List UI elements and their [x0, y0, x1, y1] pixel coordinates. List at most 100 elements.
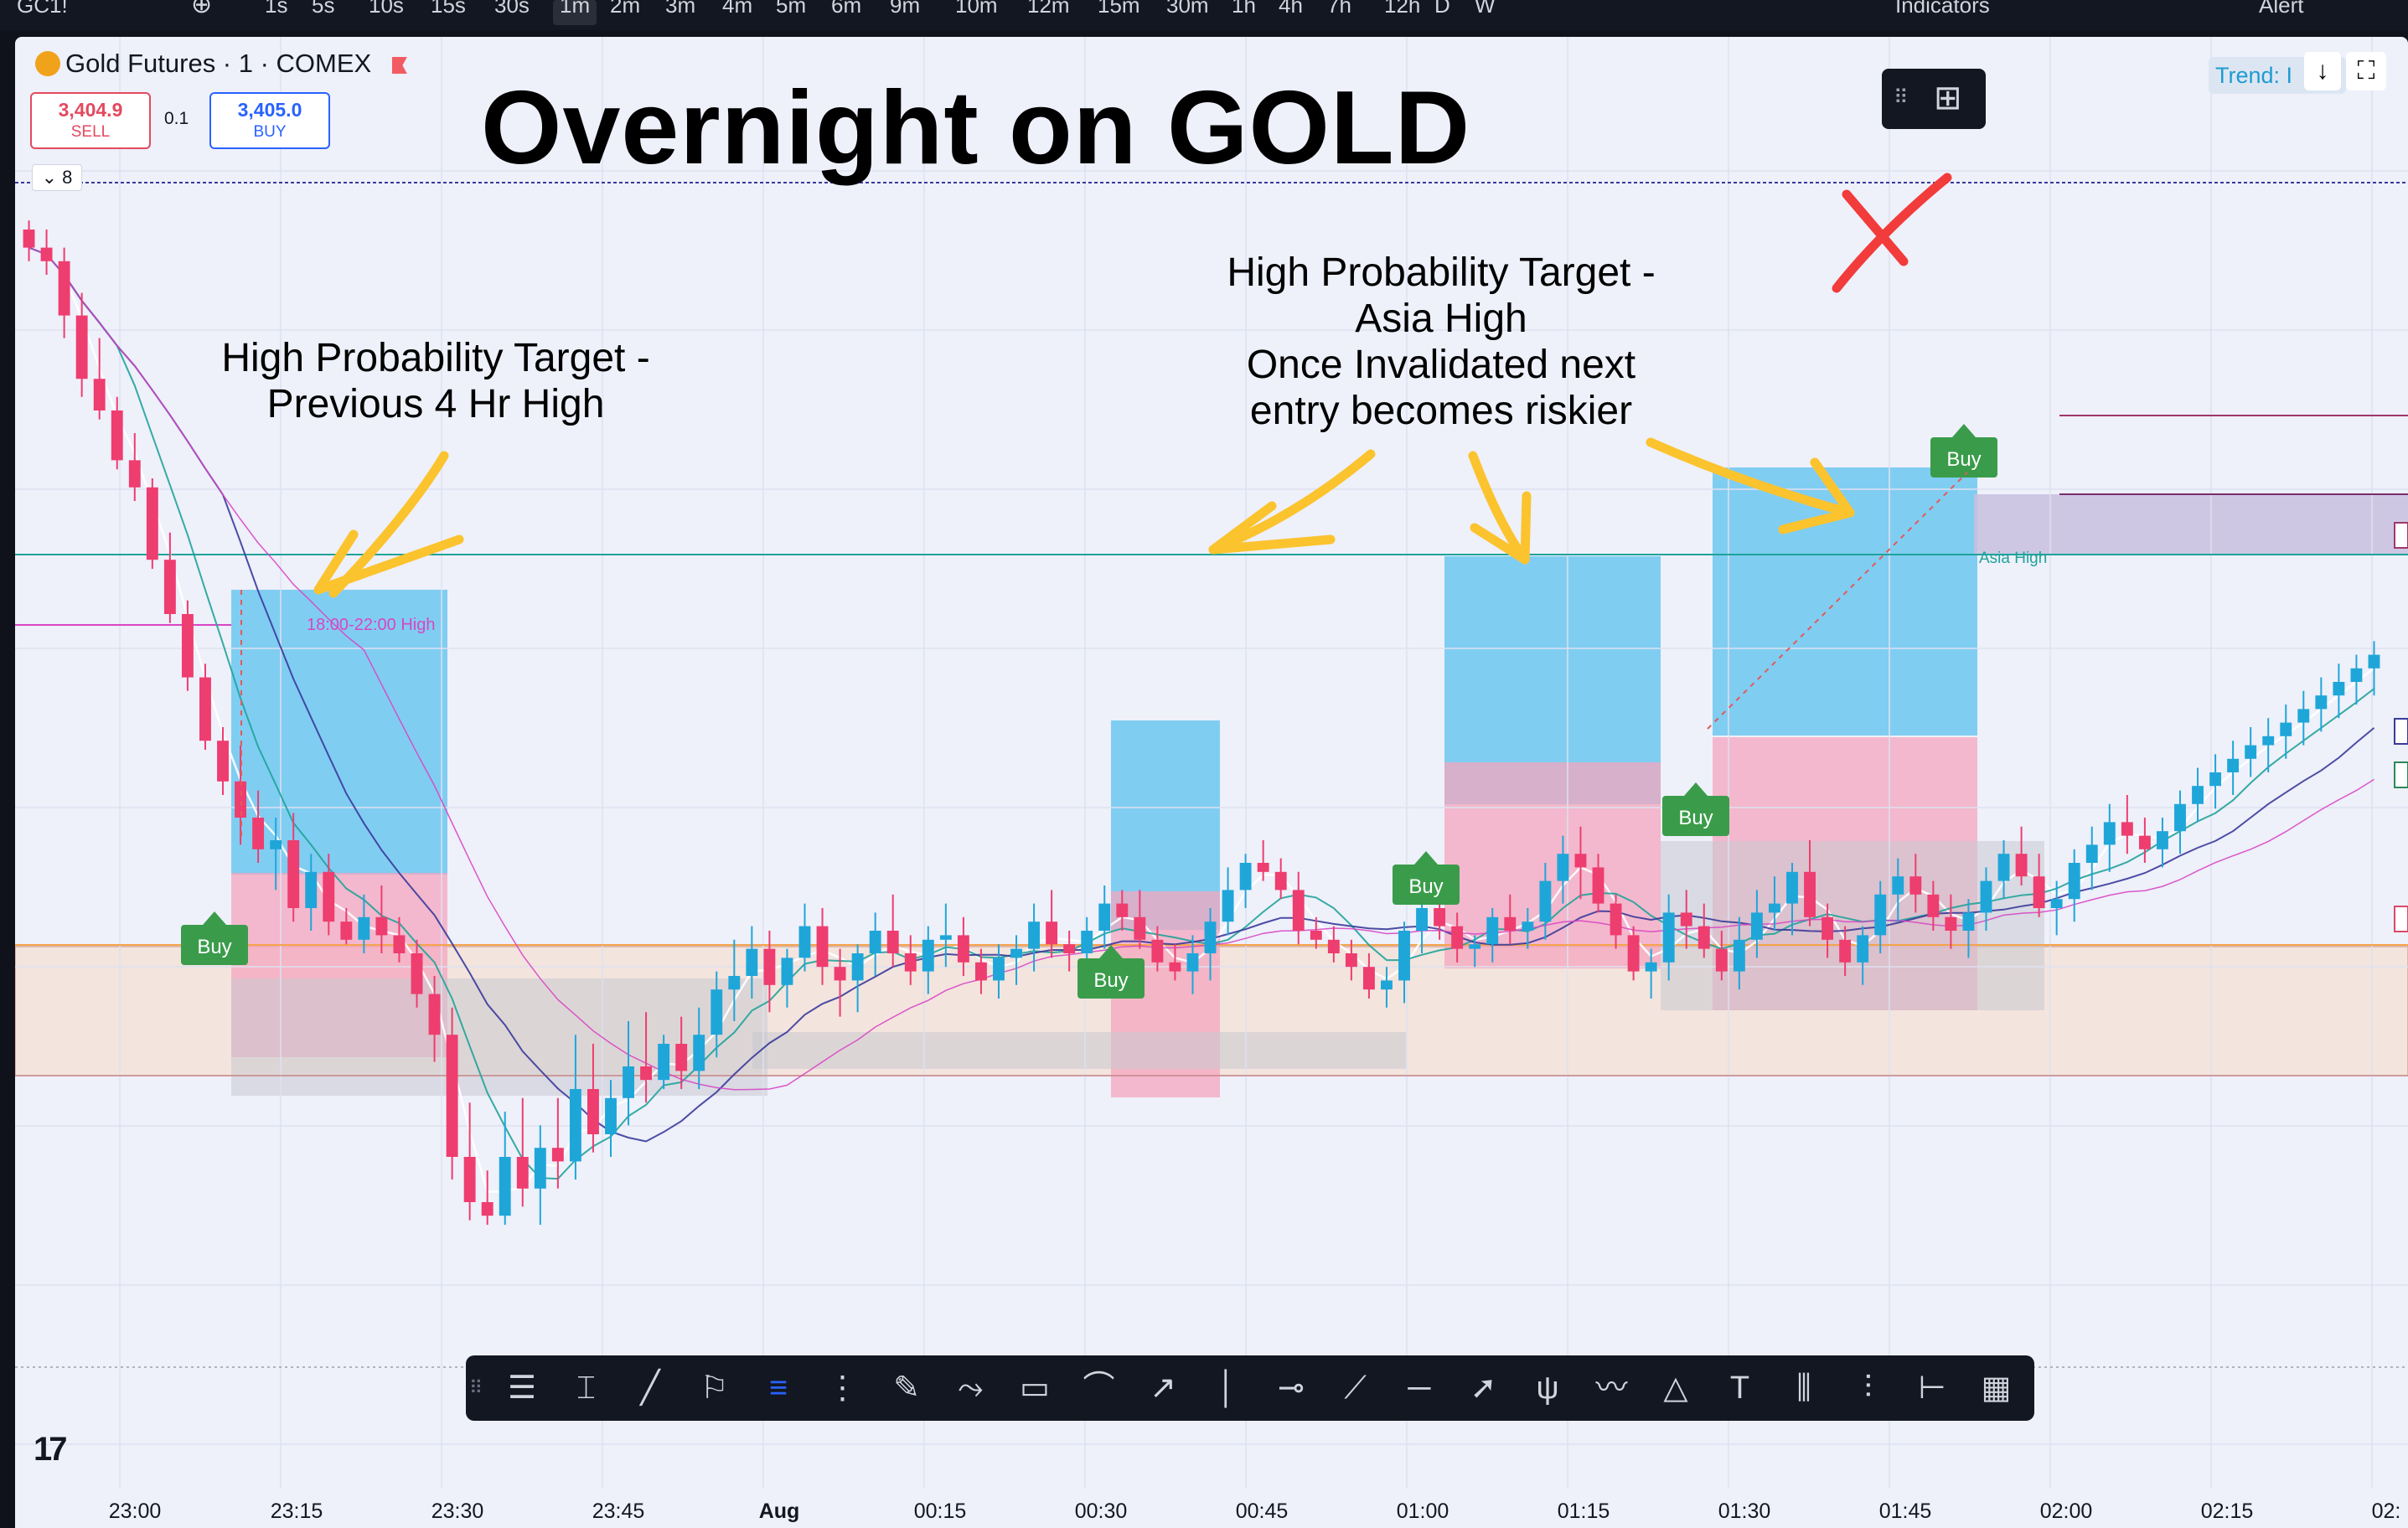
candle-body: [1362, 967, 1375, 990]
candlestick-chart[interactable]: Buy Buy Buy Buy Buy 18:00-22:00 High Asia High: [15, 37, 2408, 1488]
interval-1h[interactable]: 1h: [1232, 0, 1256, 18]
interval-4h[interactable]: 4h: [1279, 0, 1303, 18]
sell-button[interactable]: 3,404.9 SELL: [30, 92, 151, 149]
curve-tool-icon[interactable]: ⌒: [1083, 1371, 1115, 1406]
multi-lines-tool-icon[interactable]: ⋮: [826, 1371, 859, 1406]
buy-signal-label: Buy: [1678, 807, 1713, 829]
candle-body: [375, 916, 388, 936]
ray-tool-icon[interactable]: ↗: [1150, 1371, 1176, 1406]
symbol-title[interactable]: Gold Futures · 1 · COMEX: [35, 49, 407, 79]
candle-body: [1257, 863, 1269, 872]
grid-tool-icon[interactable]: ▦: [1981, 1371, 2012, 1406]
interval-10m[interactable]: 10m: [955, 0, 998, 18]
download-arrow-icon[interactable]: ↓: [2304, 52, 2341, 90]
candle-body: [551, 1148, 564, 1162]
flag-icon[interactable]: [391, 57, 407, 74]
buy-signal-label: Buy: [1946, 448, 1981, 471]
path-tool-icon[interactable]: ⤳: [958, 1371, 984, 1406]
candle-body: [499, 1157, 511, 1216]
interval-1m[interactable]: 1m: [553, 0, 597, 25]
interval-7h[interactable]: 7h: [1327, 0, 1351, 18]
candle-body: [993, 958, 1005, 981]
buy-button[interactable]: 3,405.0 BUY: [209, 92, 330, 149]
candle-body: [1134, 916, 1146, 940]
text-tool-icon[interactable]: T: [1729, 1371, 1750, 1406]
parallel-channel-tool-icon[interactable]: ≡: [768, 1371, 788, 1406]
horizontal-line-tool-icon[interactable]: ─: [1408, 1371, 1431, 1406]
interval-3m[interactable]: 3m: [665, 0, 696, 18]
interval-15m[interactable]: 15m: [1098, 0, 1140, 18]
date-range-tool-icon[interactable]: ⊢: [1918, 1371, 1946, 1406]
time-tick-label: 01:15: [1557, 1500, 1610, 1523]
brush-tool-icon[interactable]: ✎: [893, 1371, 920, 1406]
candle-body: [1874, 894, 1887, 936]
segment-tool-icon[interactable]: ⟋: [1344, 1371, 1367, 1406]
interval-5m[interactable]: 5m: [776, 0, 807, 18]
sell-label: SELL: [70, 123, 111, 141]
drag-handle-icon[interactable]: ⠿: [1894, 86, 1909, 109]
wave-tool-icon[interactable]: 〰: [1595, 1371, 1628, 1406]
candle-body: [1151, 939, 1164, 963]
indicators-button[interactable]: Indicators: [1895, 0, 1990, 18]
floating-toolbar[interactable]: ⠿ ⊞: [1882, 69, 1986, 129]
candle-body: [2297, 709, 2310, 723]
candle-body: [270, 840, 282, 849]
candle-body: [974, 962, 987, 981]
interval-W[interactable]: W: [1475, 0, 1496, 18]
bars-pattern-tool-icon[interactable]: ⫼: [1796, 1371, 1811, 1406]
pitchfork-tool-icon[interactable]: ψ: [1536, 1371, 1559, 1406]
candle-body: [2033, 876, 2045, 908]
forecast-tool-icon[interactable]: ⫶: [1863, 1371, 1873, 1406]
candle-body: [2315, 695, 2328, 710]
trajectory-dashed-line: [1707, 472, 1968, 730]
buy-label: BUY: [253, 123, 287, 141]
fullscreen-icon[interactable]: ⛶: [2346, 52, 2386, 90]
candle-body: [1222, 890, 1234, 922]
arrow-tool-icon[interactable]: ➚: [1470, 1371, 1497, 1406]
interval-6m[interactable]: 6m: [831, 0, 862, 18]
time-tick-label: 23:00: [108, 1500, 162, 1523]
horizontal-lines-tool-icon[interactable]: ☰: [507, 1371, 537, 1406]
interval-12m[interactable]: 12m: [1027, 0, 1070, 18]
moving-average-line: [28, 246, 2374, 1091]
indicators-collapse-button[interactable]: ⌄ 8: [32, 164, 82, 191]
drag-handle-icon[interactable]: ⠿: [468, 1377, 483, 1398]
interval-30s[interactable]: 30s: [494, 0, 530, 18]
candle-body: [2280, 722, 2292, 736]
interval-12h[interactable]: 12h: [1384, 0, 1421, 18]
triangle-tool-icon[interactable]: △: [1663, 1371, 1688, 1406]
interval-10s[interactable]: 10s: [369, 0, 404, 18]
symbol-search[interactable]: GC1!: [17, 0, 68, 18]
fib-flag-tool-icon[interactable]: ⚐: [700, 1371, 729, 1406]
asia-high-label: Asia High: [1979, 550, 2047, 567]
vertical-line-tool-icon[interactable]: │: [1217, 1371, 1238, 1406]
interval-2m[interactable]: 2m: [610, 0, 641, 18]
candle-body: [1750, 912, 1763, 940]
trend-line-tool-icon[interactable]: ╱: [640, 1371, 660, 1406]
candle-body: [1469, 944, 1481, 949]
alert-button[interactable]: Alert: [2259, 0, 2304, 18]
range-box: [752, 1032, 1406, 1069]
interval-D[interactable]: D: [1434, 0, 1450, 18]
interval-1s[interactable]: 1s: [265, 0, 288, 18]
candle-body: [1098, 903, 1111, 931]
note-line: Asia High: [1355, 297, 1527, 341]
candle-body: [2333, 682, 2345, 696]
interval-5s[interactable]: 5s: [312, 0, 335, 18]
compare-add-icon[interactable]: ⊕: [191, 0, 213, 18]
interval-30m[interactable]: 30m: [1166, 0, 1209, 18]
interval-4m[interactable]: 4m: [722, 0, 753, 18]
candle-body: [1733, 939, 1745, 972]
interval-15s[interactable]: 15s: [431, 0, 466, 18]
widgets-icon[interactable]: ⊞: [1934, 80, 1962, 116]
time-axis[interactable]: 23:00 23:15 23:30 23:45 Aug 00:15 00:30 00:45 01…: [15, 1488, 2408, 1528]
sell-price: 3,404.9: [58, 99, 123, 121]
horizontal-ray-tool-icon[interactable]: ⊸: [1278, 1371, 1305, 1406]
price-axis-tag: [2394, 522, 2408, 549]
vertical-text-tool-icon[interactable]: ⌶: [576, 1371, 596, 1406]
rectangle-tool-icon[interactable]: ▭: [1020, 1371, 1050, 1406]
interval-9m[interactable]: 9m: [890, 0, 921, 18]
candle-body: [2085, 844, 2098, 863]
candle-body: [1645, 962, 1657, 972]
candle-body: [1310, 931, 1322, 940]
